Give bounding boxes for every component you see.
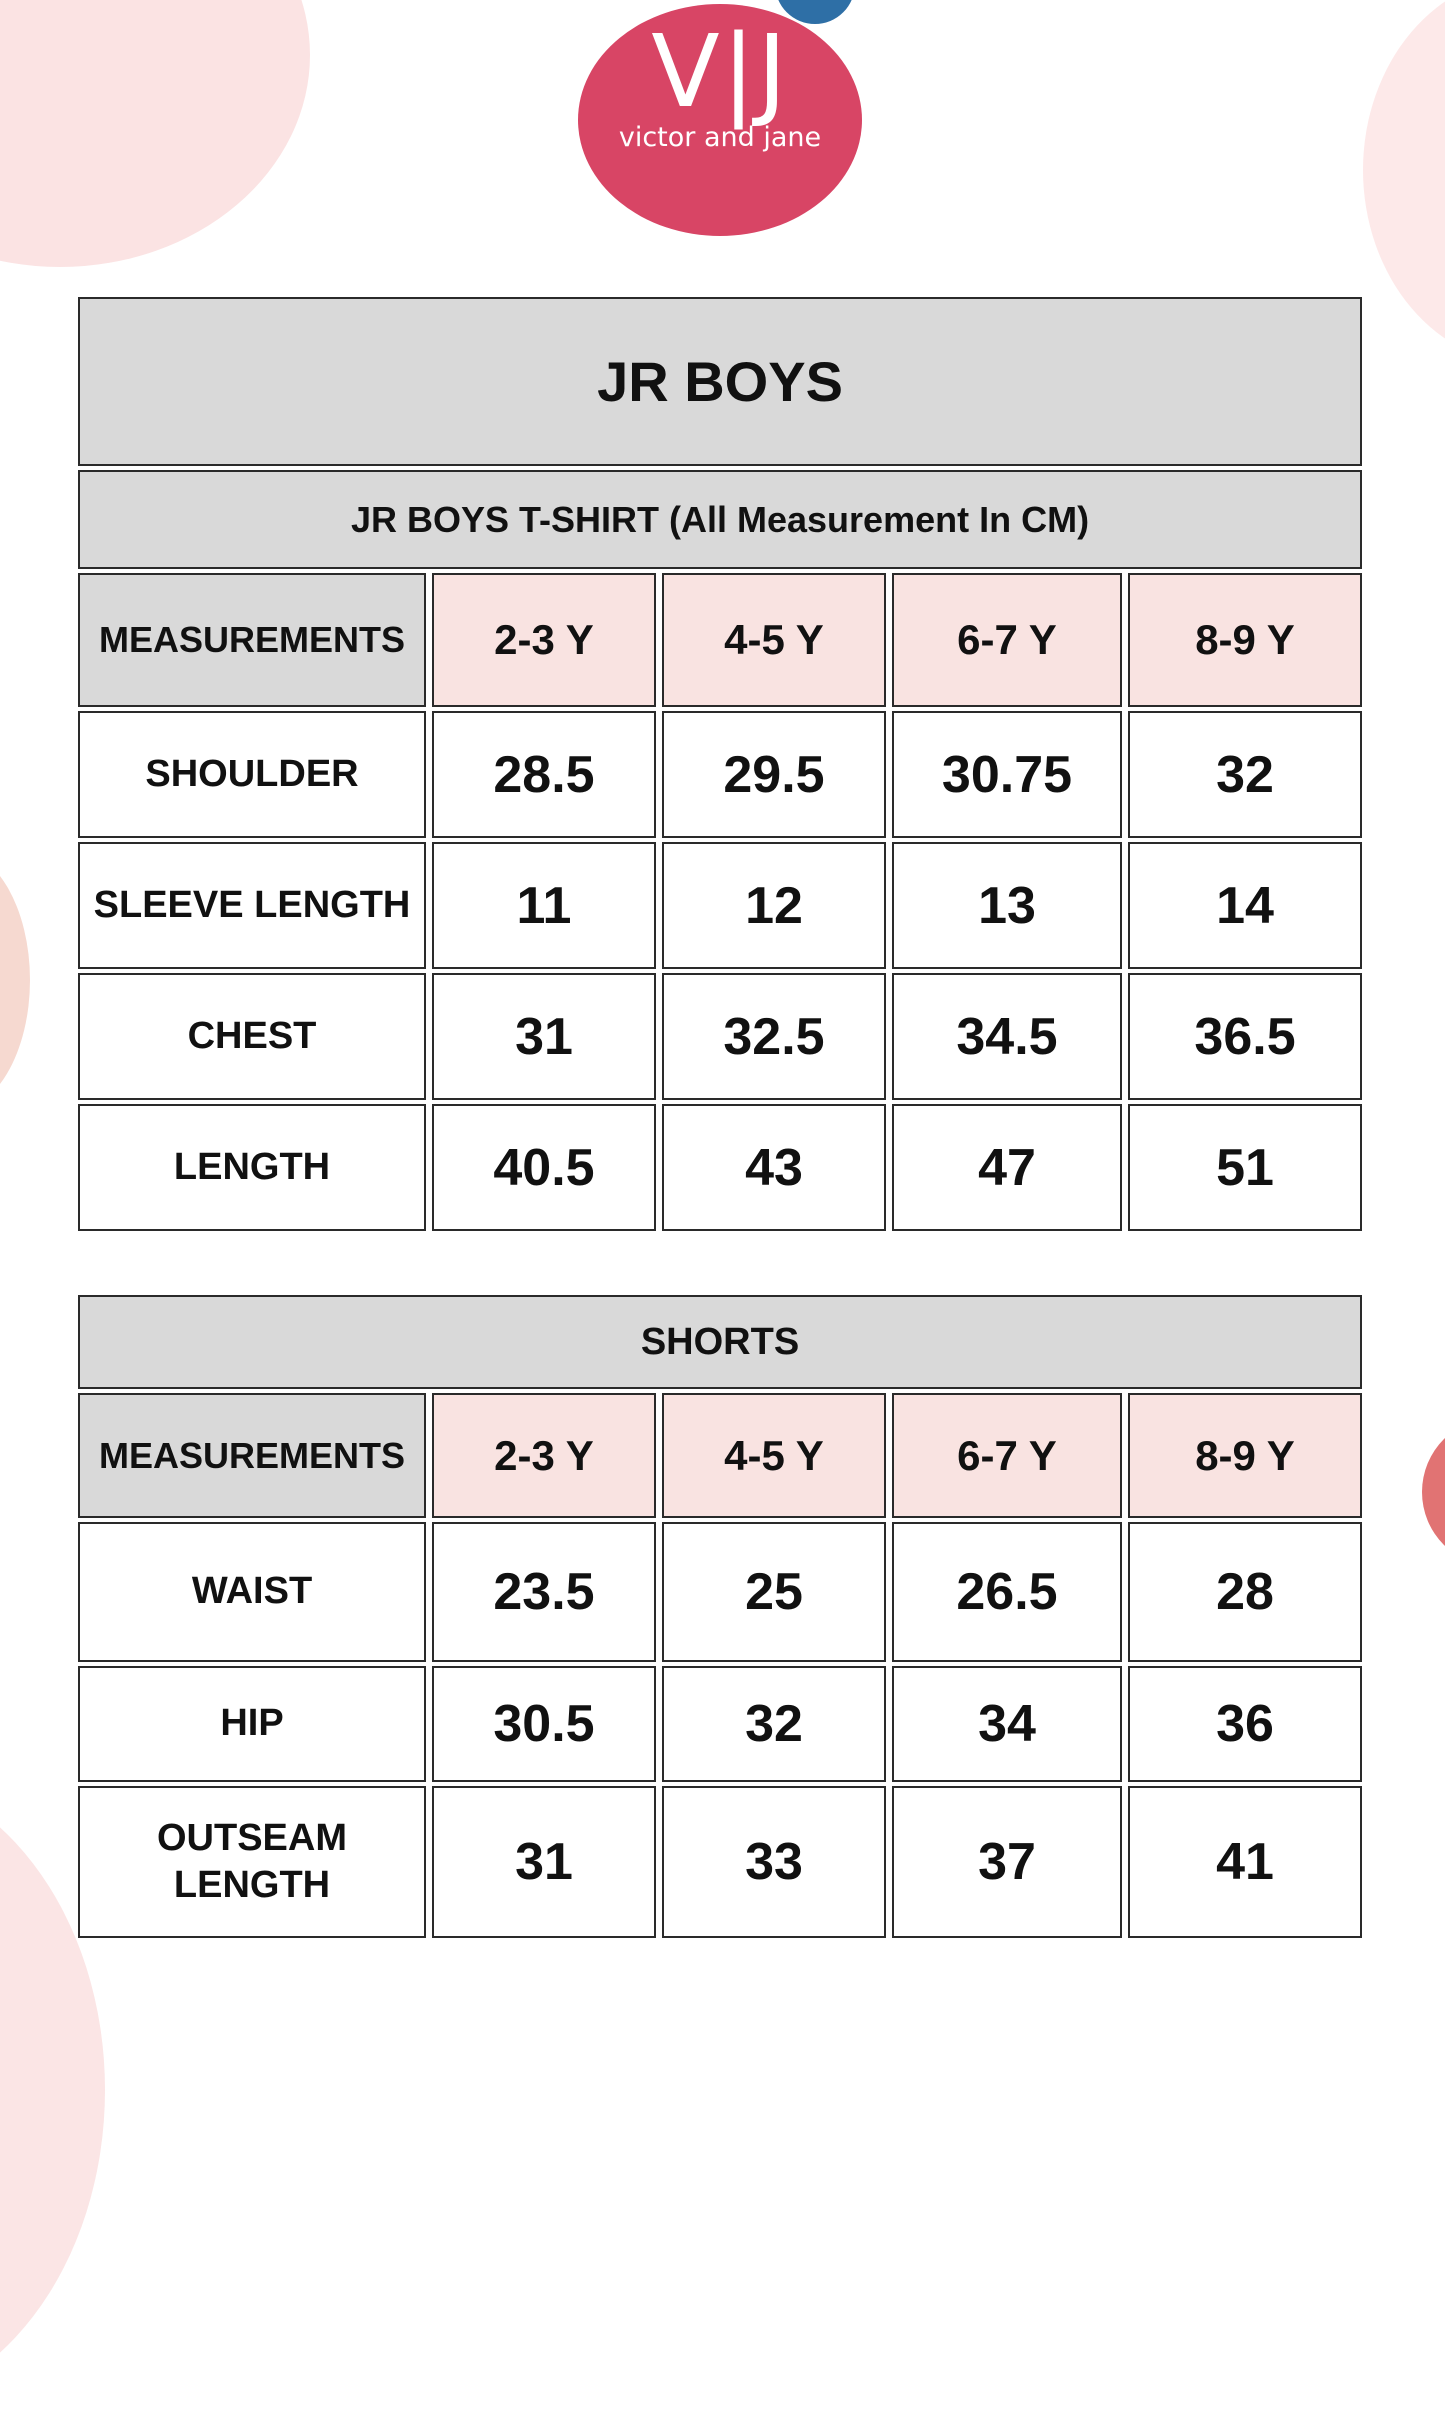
tshirt-table-subtitle: JR BOYS T-SHIRT (All Measurement In CM) — [78, 470, 1363, 569]
column-header-6-7y: 6-7 Y — [892, 573, 1122, 707]
length-8-9y: 51 — [1128, 1104, 1363, 1231]
tshirt-size-table: JR BOYS JR BOYS T-SHIRT (All Measurement… — [72, 293, 1368, 1235]
row-label-shoulder: SHOULDER — [78, 711, 426, 838]
brand-monogram: V|J — [651, 13, 789, 130]
column-header-4-5y: 4-5 Y — [662, 573, 886, 707]
chest-6-7y: 34.5 — [892, 973, 1122, 1100]
brand-logo: V|J victor and jane — [578, 4, 862, 236]
table-subtitle-row: JR BOYS T-SHIRT (All Measurement In CM) — [78, 470, 1363, 569]
chest-8-9y: 36.5 — [1128, 973, 1363, 1100]
length-6-7y: 47 — [892, 1104, 1122, 1231]
shorts-size-table: SHORTS MEASUREMENTS 2-3 Y 4-5 Y 6-7 Y 8-… — [72, 1291, 1368, 1942]
chest-2-3y: 31 — [432, 973, 656, 1100]
hip-2-3y: 30.5 — [432, 1666, 656, 1782]
row-label-chest: CHEST — [78, 973, 426, 1100]
sleeve-6-7y: 13 — [892, 842, 1122, 969]
column-header-measurements: MEASUREMENTS — [78, 1393, 426, 1518]
table-row-chest: CHEST 31 32.5 34.5 36.5 — [78, 973, 1363, 1100]
tshirt-table: JR BOYS JR BOYS T-SHIRT (All Measurement… — [72, 293, 1368, 1235]
row-label-length: LENGTH — [78, 1104, 426, 1231]
shorts-table-title: SHORTS — [78, 1295, 1363, 1389]
shoulder-6-7y: 30.75 — [892, 711, 1122, 838]
hip-8-9y: 36 — [1128, 1666, 1363, 1782]
brand-tagline: victor and jane — [618, 122, 822, 153]
row-label-sleeve-length: SLEEVE LENGTH — [78, 842, 426, 969]
column-header-row: MEASUREMENTS 2-3 Y 4-5 Y 6-7 Y 8-9 Y — [78, 1393, 1363, 1518]
waist-6-7y: 26.5 — [892, 1522, 1122, 1662]
column-header-8-9y: 8-9 Y — [1128, 573, 1363, 707]
table-title-row: JR BOYS — [78, 297, 1363, 466]
row-label-waist: WAIST — [78, 1522, 426, 1662]
outseam-6-7y: 37 — [892, 1786, 1122, 1938]
top-right-pink-blob — [1363, 0, 1445, 365]
table-row-shoulder: SHOULDER 28.5 29.5 30.75 32 — [78, 711, 1363, 838]
outseam-4-5y: 33 — [662, 1786, 886, 1938]
waist-2-3y: 23.5 — [432, 1522, 656, 1662]
tshirt-table-title: JR BOYS — [78, 297, 1363, 466]
outseam-2-3y: 31 — [432, 1786, 656, 1938]
waist-8-9y: 28 — [1128, 1522, 1363, 1662]
table-row-outseam-length: OUTSEAM LENGTH 31 33 37 41 — [78, 1786, 1363, 1938]
right-salmon-circle — [1422, 1417, 1445, 1567]
hip-4-5y: 32 — [662, 1666, 886, 1782]
column-header-measurements: MEASUREMENTS — [78, 573, 426, 707]
outseam-8-9y: 41 — [1128, 1786, 1363, 1938]
column-header-8-9y: 8-9 Y — [1128, 1393, 1363, 1518]
sleeve-4-5y: 12 — [662, 842, 886, 969]
shoulder-8-9y: 32 — [1128, 711, 1363, 838]
sleeve-8-9y: 14 — [1128, 842, 1363, 969]
waist-4-5y: 25 — [662, 1522, 886, 1662]
column-header-2-3y: 2-3 Y — [432, 1393, 656, 1518]
table-row-hip: HIP 30.5 32 34 36 — [78, 1666, 1363, 1782]
column-header-6-7y: 6-7 Y — [892, 1393, 1122, 1518]
length-4-5y: 43 — [662, 1104, 886, 1231]
length-2-3y: 40.5 — [432, 1104, 656, 1231]
table-title-row: SHORTS — [78, 1295, 1363, 1389]
column-header-row: MEASUREMENTS 2-3 Y 4-5 Y 6-7 Y 8-9 Y — [78, 573, 1363, 707]
shoulder-2-3y: 28.5 — [432, 711, 656, 838]
table-row-length: LENGTH 40.5 43 47 51 — [78, 1104, 1363, 1231]
hip-6-7y: 34 — [892, 1666, 1122, 1782]
chest-4-5y: 32.5 — [662, 973, 886, 1100]
column-header-4-5y: 4-5 Y — [662, 1393, 886, 1518]
row-label-outseam-length: OUTSEAM LENGTH — [78, 1786, 426, 1938]
table-row-waist: WAIST 23.5 25 26.5 28 — [78, 1522, 1363, 1662]
sleeve-2-3y: 11 — [432, 842, 656, 969]
top-left-pink-blob — [0, 0, 310, 267]
shorts-table: SHORTS MEASUREMENTS 2-3 Y 4-5 Y 6-7 Y 8-… — [72, 1291, 1368, 1942]
shoulder-4-5y: 29.5 — [662, 711, 886, 838]
column-header-2-3y: 2-3 Y — [432, 573, 656, 707]
row-label-hip: HIP — [78, 1666, 426, 1782]
left-middle-pink-blob — [0, 848, 30, 1112]
table-row-sleeve-length: SLEEVE LENGTH 11 12 13 14 — [78, 842, 1363, 969]
